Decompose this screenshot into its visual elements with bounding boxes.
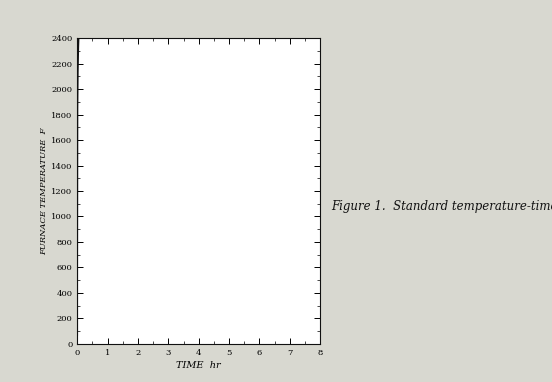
Text: Figure 1.  Standard temperature-time curve.: Figure 1. Standard temperature-time curv… [331,200,552,213]
Y-axis label: FURNACE TEMPERATURE  F: FURNACE TEMPERATURE F [40,127,48,255]
X-axis label: TIME  hr: TIME hr [177,361,221,370]
